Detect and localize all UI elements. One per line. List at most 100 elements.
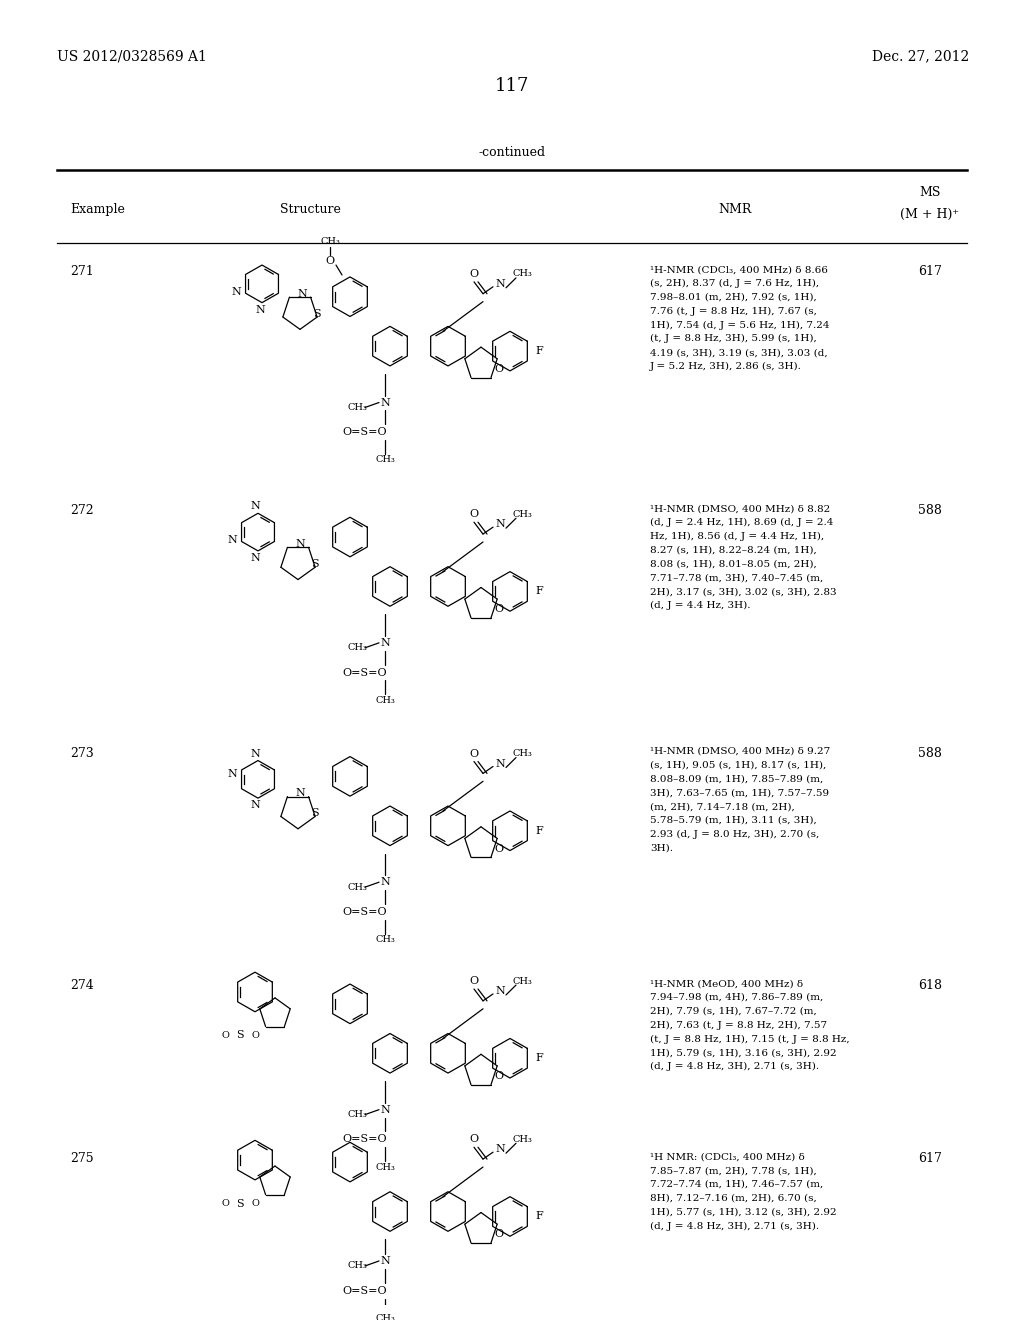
Text: F: F — [536, 586, 543, 597]
Text: O=S=O: O=S=O — [343, 668, 387, 677]
Text: 3H), 7.63–7.65 (m, 1H), 7.57–7.59: 3H), 7.63–7.65 (m, 1H), 7.57–7.59 — [650, 788, 829, 797]
Text: N: N — [295, 788, 305, 799]
Text: NMR: NMR — [718, 203, 752, 215]
Text: S: S — [311, 558, 318, 569]
Text: 117: 117 — [495, 77, 529, 95]
Text: 5.78–5.79 (m, 1H), 3.11 (s, 3H),: 5.78–5.79 (m, 1H), 3.11 (s, 3H), — [650, 816, 817, 825]
Text: CH₃: CH₃ — [512, 269, 531, 279]
Text: Example: Example — [70, 203, 125, 215]
Text: 2H), 7.63 (t, J = 8.8 Hz, 2H), 7.57: 2H), 7.63 (t, J = 8.8 Hz, 2H), 7.57 — [650, 1020, 827, 1030]
Text: CH₃: CH₃ — [375, 1163, 395, 1172]
Text: 2.93 (d, J = 8.0 Hz, 3H), 2.70 (s,: 2.93 (d, J = 8.0 Hz, 3H), 2.70 (s, — [650, 830, 819, 840]
Text: CH₃: CH₃ — [512, 1135, 531, 1144]
Text: 7.85–7.87 (m, 2H), 7.78 (s, 1H),: 7.85–7.87 (m, 2H), 7.78 (s, 1H), — [650, 1166, 817, 1175]
Text: 7.71–7.78 (m, 3H), 7.40–7.45 (m,: 7.71–7.78 (m, 3H), 7.40–7.45 (m, — [650, 574, 823, 582]
Text: 588: 588 — [919, 504, 942, 517]
Text: O=S=O: O=S=O — [343, 1134, 387, 1144]
Text: 1H), 5.77 (s, 1H), 3.12 (s, 3H), 2.92: 1H), 5.77 (s, 1H), 3.12 (s, 3H), 2.92 — [650, 1208, 837, 1217]
Text: 8.08 (s, 1H), 8.01–8.05 (m, 2H),: 8.08 (s, 1H), 8.01–8.05 (m, 2H), — [650, 560, 817, 569]
Text: (s, 2H), 8.37 (d, J = 7.6 Hz, 1H),: (s, 2H), 8.37 (d, J = 7.6 Hz, 1H), — [650, 279, 819, 288]
Text: O=S=O: O=S=O — [343, 1286, 387, 1296]
Text: S: S — [313, 309, 321, 318]
Text: N: N — [231, 286, 241, 297]
Text: O: O — [469, 510, 478, 519]
Text: -continued: -continued — [478, 147, 546, 160]
Text: N: N — [496, 519, 505, 529]
Text: 617: 617 — [919, 1152, 942, 1166]
Text: F: F — [536, 346, 543, 356]
Text: N: N — [250, 800, 260, 810]
Text: S: S — [311, 808, 318, 818]
Text: CH₃: CH₃ — [347, 883, 367, 891]
Text: CH₃: CH₃ — [512, 750, 531, 758]
Text: S: S — [237, 1199, 244, 1209]
Text: O=S=O: O=S=O — [343, 907, 387, 917]
Text: 2H), 7.79 (s, 1H), 7.67–7.72 (m,: 2H), 7.79 (s, 1H), 7.67–7.72 (m, — [650, 1007, 817, 1016]
Text: CH₃: CH₃ — [321, 236, 340, 246]
Text: 272: 272 — [70, 504, 93, 517]
Text: ¹H NMR: (CDCl₃, 400 MHz) δ: ¹H NMR: (CDCl₃, 400 MHz) δ — [650, 1152, 805, 1162]
Text: 7.72–7.74 (m, 1H), 7.46–7.57 (m,: 7.72–7.74 (m, 1H), 7.46–7.57 (m, — [650, 1180, 823, 1189]
Text: 7.98–8.01 (m, 2H), 7.92 (s, 1H),: 7.98–8.01 (m, 2H), 7.92 (s, 1H), — [650, 293, 817, 302]
Text: 7.76 (t, J = 8.8 Hz, 1H), 7.67 (s,: 7.76 (t, J = 8.8 Hz, 1H), 7.67 (s, — [650, 306, 817, 315]
Text: O: O — [495, 1229, 504, 1239]
Text: Hz, 1H), 8.56 (d, J = 4.4 Hz, 1H),: Hz, 1H), 8.56 (d, J = 4.4 Hz, 1H), — [650, 532, 824, 541]
Text: O=S=O: O=S=O — [343, 428, 387, 437]
Text: N: N — [250, 553, 260, 562]
Text: F: F — [536, 1212, 543, 1221]
Text: F: F — [536, 826, 543, 836]
Text: CH₃: CH₃ — [375, 455, 395, 465]
Text: 3H).: 3H). — [650, 843, 673, 853]
Text: 588: 588 — [919, 747, 942, 760]
Text: N: N — [496, 279, 505, 289]
Text: N: N — [380, 878, 390, 887]
Text: 8.08–8.09 (m, 1H), 7.85–7.89 (m,: 8.08–8.09 (m, 1H), 7.85–7.89 (m, — [650, 775, 823, 783]
Text: N: N — [295, 539, 305, 549]
Text: 8H), 7.12–7.16 (m, 2H), 6.70 (s,: 8H), 7.12–7.16 (m, 2H), 6.70 (s, — [650, 1193, 817, 1203]
Text: O: O — [326, 256, 335, 267]
Text: CH₃: CH₃ — [375, 1313, 395, 1320]
Text: N: N — [496, 986, 505, 997]
Text: 274: 274 — [70, 979, 94, 993]
Text: ¹H-NMR (DMSO, 400 MHz) δ 9.27: ¹H-NMR (DMSO, 400 MHz) δ 9.27 — [650, 747, 830, 756]
Text: US 2012/0328569 A1: US 2012/0328569 A1 — [57, 49, 207, 63]
Text: CH₃: CH₃ — [375, 935, 395, 944]
Text: F: F — [536, 1053, 543, 1063]
Text: ¹H-NMR (MeOD, 400 MHz) δ: ¹H-NMR (MeOD, 400 MHz) δ — [650, 979, 803, 989]
Text: N: N — [250, 748, 260, 759]
Text: Structure: Structure — [280, 203, 340, 215]
Text: N: N — [496, 759, 505, 768]
Text: J = 5.2 Hz, 3H), 2.86 (s, 3H).: J = 5.2 Hz, 3H), 2.86 (s, 3H). — [650, 362, 802, 371]
Text: 2H), 3.17 (s, 3H), 3.02 (s, 3H), 2.83: 2H), 3.17 (s, 3H), 3.02 (s, 3H), 2.83 — [650, 587, 837, 597]
Text: O: O — [221, 1031, 229, 1040]
Text: O: O — [495, 1071, 504, 1081]
Text: O: O — [221, 1199, 229, 1208]
Text: O: O — [251, 1199, 259, 1208]
Text: CH₃: CH₃ — [375, 696, 395, 705]
Text: CH₃: CH₃ — [512, 510, 531, 519]
Text: MS: MS — [920, 186, 941, 199]
Text: 617: 617 — [919, 265, 942, 279]
Text: O: O — [469, 748, 478, 759]
Text: (s, 1H), 9.05 (s, 1H), 8.17 (s, 1H),: (s, 1H), 9.05 (s, 1H), 8.17 (s, 1H), — [650, 760, 826, 770]
Text: N: N — [380, 1257, 390, 1266]
Text: CH₃: CH₃ — [347, 643, 367, 652]
Text: 7.94–7.98 (m, 4H), 7.86–7.89 (m,: 7.94–7.98 (m, 4H), 7.86–7.89 (m, — [650, 993, 823, 1002]
Text: N: N — [496, 1144, 505, 1154]
Text: N: N — [297, 289, 307, 298]
Text: 4.19 (s, 3H), 3.19 (s, 3H), 3.03 (d,: 4.19 (s, 3H), 3.19 (s, 3H), 3.03 (d, — [650, 348, 827, 358]
Text: O: O — [495, 364, 504, 374]
Text: N: N — [255, 305, 265, 314]
Text: (t, J = 8.8 Hz, 3H), 5.99 (s, 1H),: (t, J = 8.8 Hz, 3H), 5.99 (s, 1H), — [650, 334, 817, 343]
Text: ¹H-NMR (CDCl₃, 400 MHz) δ 8.66: ¹H-NMR (CDCl₃, 400 MHz) δ 8.66 — [650, 265, 827, 275]
Text: O: O — [495, 605, 504, 614]
Text: N: N — [380, 638, 390, 648]
Text: CH₃: CH₃ — [347, 403, 367, 412]
Text: N: N — [227, 770, 237, 779]
Text: (m, 2H), 7.14–7.18 (m, 2H),: (m, 2H), 7.14–7.18 (m, 2H), — [650, 803, 795, 810]
Text: O: O — [251, 1031, 259, 1040]
Text: O: O — [469, 269, 478, 279]
Text: S: S — [237, 1031, 244, 1040]
Text: CH₃: CH₃ — [347, 1110, 367, 1119]
Text: (M + H)⁺: (M + H)⁺ — [900, 207, 959, 220]
